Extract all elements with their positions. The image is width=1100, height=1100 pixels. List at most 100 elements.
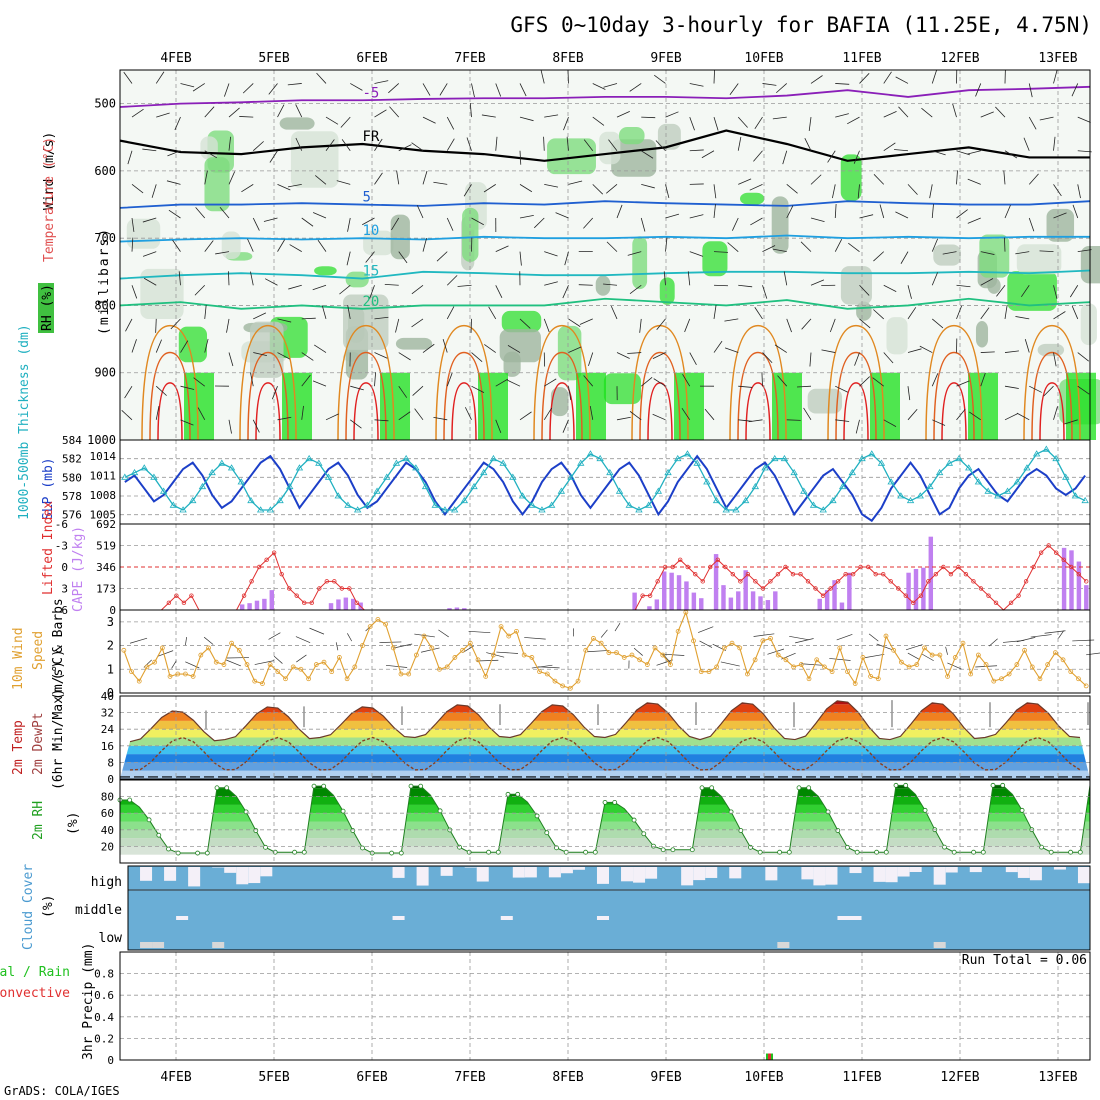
thickness-marker [150,473,158,480]
wind-barb [713,204,716,219]
rh-marker [166,846,171,852]
wind-speed-marker [691,638,696,644]
wind-barb [264,278,278,286]
wind-speed-marker [868,674,873,679]
label-millibars: (millibars) [97,227,112,335]
wind-barb [204,170,208,185]
wind-speed-marker [1076,676,1081,682]
label-slp: SLP (mb) [41,457,56,520]
rh-marker [641,831,647,837]
wind-barb [682,373,691,387]
thickness-marker [421,482,430,490]
rh-legend-swatch [38,283,54,333]
lifted-index-tick: 3 [61,583,68,596]
wind-barb [606,241,618,252]
rh-blob [345,271,369,288]
thickness-marker [683,450,692,457]
rh-marker [195,850,201,856]
wind-barb [629,83,642,92]
rh-blob [603,373,641,405]
wind-speed-marker [206,645,211,651]
wind-barb [347,305,351,319]
temp-contour-loop [255,382,281,441]
wind-barb [277,183,291,191]
wind-barb [1053,285,1058,299]
wind-speed-marker [606,650,612,656]
cloud-low-bar [212,942,225,948]
lifted-index-marker [174,593,179,598]
thickness-marker [227,464,236,471]
rh-marker [1048,849,1054,855]
wind-barb [446,372,453,387]
lifted-index-marker [986,593,991,598]
wind-barb [873,309,885,320]
cape-bar [351,598,356,610]
rh-marker [340,808,346,814]
wind-barb [374,352,388,359]
surface-barb [438,629,449,638]
surface-barb [1016,637,1036,643]
precip-tick: 0.4 [94,1011,114,1024]
thickness-marker [984,487,992,494]
wind-barb [142,251,157,257]
wind-barb [834,204,837,219]
thickness-marker [305,454,313,462]
wind-barb [786,318,792,333]
cape-bar [447,608,452,610]
wind-barb [204,240,214,252]
cloud-cover-panel: high middle low [75,865,1091,951]
lifted-index-marker [738,579,743,584]
wind-barb [195,207,206,219]
wind-barb [127,150,133,165]
wind-barb [295,137,303,151]
lifted-index-marker [820,593,826,598]
cloud-high-bar [885,867,898,883]
wind-speed-marker [121,647,127,653]
wind-barb [653,74,666,84]
wind-barb [519,83,527,97]
rh-marker [554,845,559,851]
rh-blob [702,241,728,277]
cloud-high-bar [236,867,249,885]
rh-blob [221,231,241,259]
temp-contour-loop [925,324,983,441]
bottom-day-label: 11FEB [842,1070,881,1085]
thickness-marker [179,506,187,513]
wind-barb [603,83,618,88]
rh-marker [990,782,996,788]
rh-marker [156,832,162,838]
wind-barb [239,116,254,118]
cape-bar [906,572,911,610]
rh-blob [807,388,843,414]
wind-speed-marker [190,674,196,679]
wind-barb [398,385,408,398]
wind-speed-marker [883,633,889,639]
cape-bar [913,568,919,610]
wind-barb [907,348,922,353]
wind-barb [980,251,995,255]
lifted-index-marker [241,593,247,598]
temp-contour-loop [933,351,975,441]
wind-barb [471,385,485,393]
wind-barb [803,407,812,421]
rh-marker [709,785,715,791]
wind-barb [250,372,254,387]
wind-barb [854,352,860,366]
wind-speed-marker [367,624,373,629]
wind-barb [1043,385,1054,397]
panel-frame [119,695,1091,780]
wind-barb [277,416,292,421]
wind-speed-marker [575,678,581,684]
wind-barb [640,377,653,387]
cloud-low-bar [140,942,153,948]
thickness-marker [741,496,750,504]
wind-barb [835,113,849,118]
cape-tick: 519 [96,540,116,553]
wind-barb [439,83,448,96]
wind-barb [540,69,545,84]
wind-barb [369,285,375,299]
thickness-marker [838,482,847,490]
wind-barb [713,305,717,319]
rh-blob [249,321,284,378]
label-cloud: Cloud Cover [21,864,36,950]
